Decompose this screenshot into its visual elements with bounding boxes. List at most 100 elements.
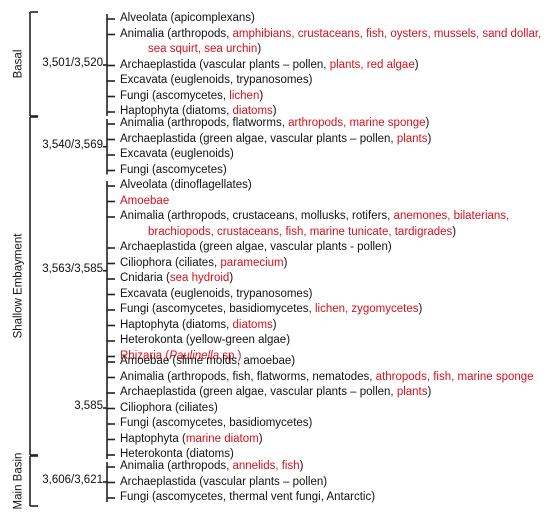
taxon-line: sea squirt, sea urchin) xyxy=(148,42,261,56)
highlighted-taxa-text: athropods, fish, marine sponge xyxy=(375,370,534,383)
taxa-text: Heterokonta (yellow-green algae) xyxy=(120,334,291,346)
highlighted-taxa-text: Paulinella xyxy=(169,349,220,362)
highlighted-taxa-text: diatoms xyxy=(232,105,273,117)
taxon-line: Amoebae xyxy=(120,194,169,208)
section-label: Main Basin xyxy=(11,452,24,510)
taxon-line: Archaeplastida (vascular plants – pollen… xyxy=(120,58,419,72)
taxon-line: Excavata (euglenoids, trypanosomes) xyxy=(120,73,312,87)
taxa-text: Fungi (ascomycetes, thermal vent fungi, … xyxy=(120,491,376,503)
highlighted-taxa-text: diatoms xyxy=(232,318,273,331)
taxa-text: Animalia (arthropods, fish, flatworms, n… xyxy=(120,370,376,383)
taxon-line: Alveolata (dinoflagellates) xyxy=(120,178,252,192)
highlighted-taxa-text: plants, red algae xyxy=(329,58,415,71)
taxa-text: Animalia (arthropods, flatworms, xyxy=(120,117,289,129)
taxon-line: Fungi (ascomycetes) xyxy=(120,163,227,177)
taxon-line: Fungi (ascomycetes, thermal vent fungi, … xyxy=(120,490,375,504)
taxon-line: Archaeplastida (green algae, vascular pl… xyxy=(120,132,431,146)
taxon-line: Excavata (euglenoids, trypanosomes) xyxy=(120,287,312,301)
highlighted-taxa-text: marine diatom xyxy=(185,432,259,445)
taxa-text: Haptophyta (diatoms, xyxy=(120,318,233,331)
taxon-line: Animalia (arthropods, crustaceans, mollu… xyxy=(120,209,509,223)
taxa-text: ) xyxy=(229,272,234,284)
taxon-line: Haptophyta (diatoms, diatoms) xyxy=(120,318,277,332)
taxon-line: Amoebae (slime molds, amoebae) xyxy=(120,354,295,368)
highlighted-taxa-text: arthropods, marine sponge xyxy=(288,117,426,129)
taxon-line: Rhizaria (Paulinella sp.) xyxy=(120,349,241,363)
highlighted-taxa-text: plants xyxy=(396,132,428,145)
taxon-line: Haptophyta (marine diatom) xyxy=(120,432,263,446)
taxa-text: ) xyxy=(257,43,262,55)
taxon-line: Cnidaria (sea hydroid) xyxy=(120,271,233,285)
taxa-text: ) xyxy=(452,225,457,238)
depth-label: 3,606/3,621 xyxy=(42,474,103,486)
taxon-line: brachiopods, crustaceans, fish, marine t… xyxy=(148,225,456,239)
taxa-text: Archaeplastida (vascular plants – pollen… xyxy=(120,58,330,71)
taxa-text: Archaeplastida (green algae, vascular pl… xyxy=(120,132,397,145)
taxa-text: Excavata (euglenoids, trypanosomes) xyxy=(120,74,313,86)
taxa-text: Fungi (ascomycetes, basidiomycetes, xyxy=(120,303,315,315)
taxa-text: ) xyxy=(259,89,264,102)
taxon-line: Fungi (ascomycetes, basidiomycetes) xyxy=(120,416,312,430)
taxon-line: Heterokonta (diatoms) xyxy=(120,447,234,461)
highlighted-taxa-text: Rhizaria ( xyxy=(120,349,170,362)
taxa-text: ) xyxy=(414,58,419,71)
taxa-text: Ciliophora (ciliates, xyxy=(120,256,221,269)
taxon-line: Archaeplastida (vascular plants – pollen… xyxy=(120,475,327,489)
taxa-text: ) xyxy=(283,256,288,269)
taxon-line: Alveolata (apicomplexans) xyxy=(120,11,255,25)
taxa-text: ) xyxy=(299,460,304,472)
taxa-text: Fungi (ascomycetes, xyxy=(120,89,230,102)
taxa-text: Haptophyta ( xyxy=(120,432,186,445)
depth-label: 3,540/3,569 xyxy=(42,138,103,151)
taxa-text: Alveolata (dinoflagellates) xyxy=(120,179,252,191)
section-label: Basal xyxy=(11,49,24,79)
taxa-text: Archaeplastida (green algae, vascular pl… xyxy=(120,386,397,398)
taxon-line: Ciliophora (ciliates) xyxy=(120,401,218,415)
taxa-text: Ciliophora (ciliates) xyxy=(120,401,218,414)
taxon-line: Haptophyta (diatoms, diatoms) xyxy=(120,104,277,118)
taxa-text: Cnidaria ( xyxy=(120,272,170,284)
depth-label: 3,585 xyxy=(74,400,103,412)
taxa-text: ) xyxy=(272,105,277,117)
highlighted-taxa-text: plants xyxy=(396,386,428,398)
highlighted-taxa-text: paramecium xyxy=(220,256,284,269)
highlighted-taxa-text: anemones, bilaterians, xyxy=(393,210,510,222)
taxa-text: Alveolata (apicomplexans) xyxy=(120,12,255,24)
taxa-text: Amoebae (slime molds, amoebae) xyxy=(120,355,296,367)
taxon-line: Fungi (ascomycetes, basidiomycetes, lich… xyxy=(120,302,422,316)
highlighted-taxa-text: sp.) xyxy=(219,349,242,362)
taxon-line: Animalia (arthropods, fish, flatworms, n… xyxy=(120,370,534,384)
highlighted-taxa-text: sea squirt, sea urchin xyxy=(148,43,258,55)
highlighted-taxa-text: annelids, fish xyxy=(232,460,300,472)
highlighted-taxa-text: lichen xyxy=(229,89,260,102)
depth-label: 3,501/3,520 xyxy=(42,57,103,69)
taxa-text: ) xyxy=(427,132,432,145)
taxa-text: Archaeplastida (green algae, vascular pl… xyxy=(120,241,392,253)
taxa-text: ) xyxy=(258,432,263,445)
taxa-text: ) xyxy=(418,303,423,315)
highlighted-taxa-text: sea hydroid xyxy=(169,272,230,284)
taxon-line: Animalia (arthropods, amphibians, crusta… xyxy=(120,27,541,41)
taxa-text: Heterokonta (diatoms) xyxy=(120,448,234,460)
taxa-text: Excavata (euglenoids, trypanosomes) xyxy=(120,287,313,300)
taxon-line: Excavata (euglenoids) xyxy=(120,147,234,161)
taxon-line: Ciliophora (ciliates, paramecium) xyxy=(120,256,287,270)
taxa-text: Animalia (arthropods, xyxy=(120,460,233,472)
highlighted-taxa-text: Amoebae xyxy=(120,194,170,207)
highlighted-taxa-text: lichen, zygomycetes xyxy=(314,303,419,315)
taxon-line: Archaeplastida (green algae, vascular pl… xyxy=(120,385,431,399)
taxa-text: Archaeplastida (vascular plants – pollen… xyxy=(120,475,328,488)
taxon-line: Heterokonta (yellow-green algae) xyxy=(120,333,290,347)
taxa-text: Fungi (ascomycetes, basidiomycetes) xyxy=(120,417,313,429)
taxa-text: Fungi (ascomycetes) xyxy=(120,163,227,176)
taxa-text: ) xyxy=(272,318,277,331)
taxa-text: Animalia (arthropods, crustaceans, mollu… xyxy=(120,210,394,222)
highlighted-taxa-text: amphibians, crustaceans, fish, oysters, … xyxy=(232,27,542,40)
taxon-line: Fungi (ascomycetes, lichen) xyxy=(120,89,263,103)
section-label: Shallow Embayment xyxy=(11,233,24,339)
highlighted-taxa-text: brachiopods, crustaceans, fish, marine t… xyxy=(148,225,453,238)
taxa-text: Excavata (euglenoids) xyxy=(120,148,234,160)
taxon-line: Animalia (arthropods, annelids, fish) xyxy=(120,459,303,473)
taxa-text: ) xyxy=(427,386,432,398)
